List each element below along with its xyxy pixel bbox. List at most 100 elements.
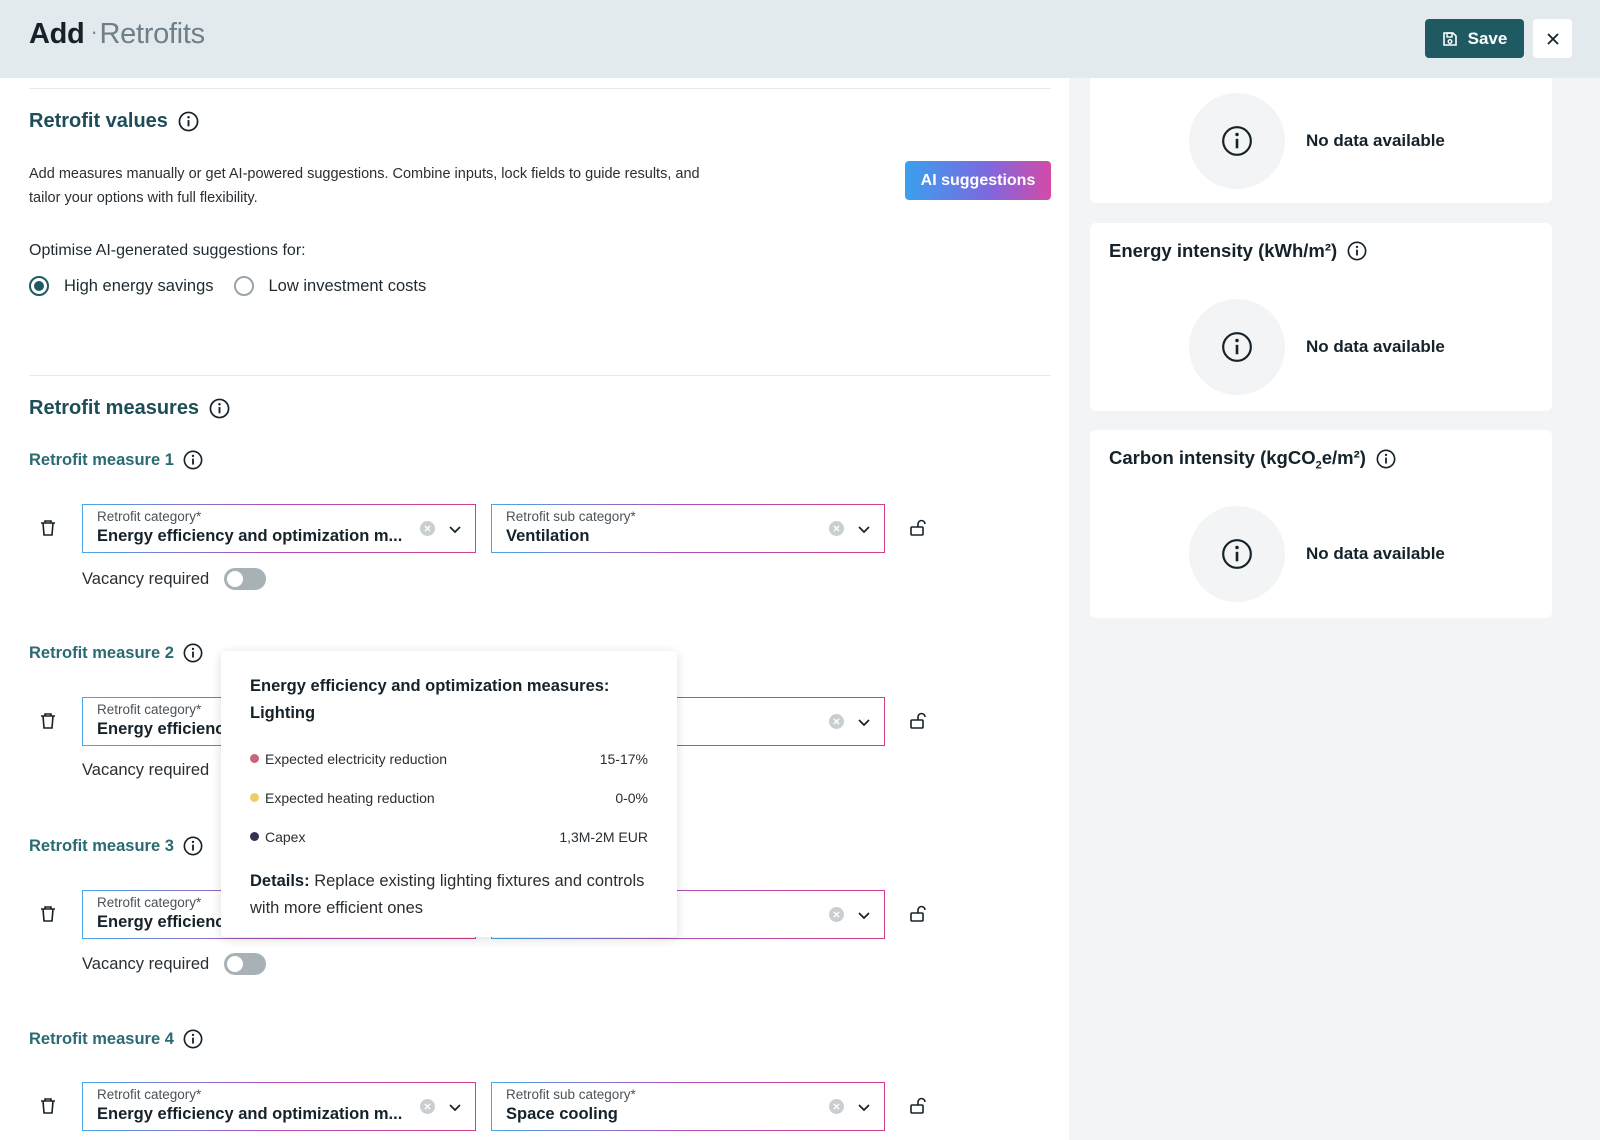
clear-icon[interactable] bbox=[829, 1099, 844, 1114]
radio-label-low-investment-costs: Low investment costs bbox=[268, 276, 427, 295]
info-icon[interactable] bbox=[178, 111, 199, 132]
field-value: Ventilation bbox=[506, 527, 590, 545]
tooltip-title: Energy efficiency and optimization measu… bbox=[250, 677, 610, 722]
field-label: Retrofit category* bbox=[97, 509, 202, 524]
vacancy-required-1: Vacancy required bbox=[82, 568, 267, 590]
unlock-icon[interactable] bbox=[909, 1097, 927, 1115]
optimise-options: High energy savings Low investment costs bbox=[29, 276, 446, 296]
vacancy-toggle-3[interactable] bbox=[224, 953, 267, 975]
info-icon[interactable] bbox=[183, 643, 203, 663]
title-part: e/m²) bbox=[1321, 447, 1366, 468]
measure-title-text: Retrofit measure 1 bbox=[29, 450, 174, 469]
chevron-down-icon[interactable] bbox=[857, 522, 871, 536]
tooltip-row-heating: Expected heating reduction 0-0% bbox=[250, 778, 648, 817]
vacancy-required-2: Vacancy required bbox=[82, 761, 209, 780]
retrofit-measures-title: Retrofit measures bbox=[29, 397, 230, 420]
measure-title-text: Retrofit measure 2 bbox=[29, 643, 174, 662]
retrofit-measures-title-text: Retrofit measures bbox=[29, 397, 200, 419]
no-data-circle bbox=[1189, 506, 1285, 602]
ai-suggestions-button[interactable]: AI suggestions bbox=[905, 161, 1051, 200]
tooltip-row-value: 0-0% bbox=[615, 789, 648, 806]
retrofit-values-title-text: Retrofit values bbox=[29, 110, 168, 132]
info-icon[interactable] bbox=[183, 1029, 203, 1049]
tooltip-details-text: Replace existing lighting fixtures and c… bbox=[250, 872, 645, 917]
vacancy-label: Vacancy required bbox=[82, 954, 210, 973]
page-title-main: Add bbox=[29, 18, 85, 50]
section-divider bbox=[29, 375, 1051, 376]
unlock-icon[interactable] bbox=[909, 712, 927, 730]
retrofit-measure-4-title: Retrofit measure 4 bbox=[29, 1029, 203, 1049]
title-subscript: 2 bbox=[1315, 459, 1322, 472]
vacancy-label: Vacancy required bbox=[82, 761, 210, 779]
trash-icon[interactable] bbox=[40, 519, 56, 537]
close-icon bbox=[1546, 32, 1559, 45]
field-label: Retrofit sub category* bbox=[506, 509, 636, 524]
no-data-text: No data available bbox=[1306, 131, 1445, 150]
tooltip-row-electricity: Expected electricity reduction 15-17% bbox=[250, 739, 648, 778]
measure-tooltip: Energy efficiency and optimization measu… bbox=[221, 651, 677, 937]
retrofit-category-field-1[interactable]: Retrofit category* Energy efficiency and… bbox=[82, 504, 476, 553]
trash-icon[interactable] bbox=[40, 1097, 56, 1115]
chevron-down-icon[interactable] bbox=[448, 522, 462, 536]
save-icon bbox=[1442, 31, 1457, 46]
page-title: Add ·Retrofits bbox=[29, 18, 205, 51]
field-label: Retrofit category* bbox=[97, 702, 202, 717]
info-icon[interactable] bbox=[209, 398, 230, 419]
info-icon[interactable] bbox=[183, 450, 203, 470]
retrofit-measure-3-title: Retrofit measure 3 bbox=[29, 836, 203, 856]
chevron-down-icon[interactable] bbox=[857, 1100, 871, 1114]
vacancy-required-3: Vacancy required bbox=[82, 953, 267, 975]
chevron-down-icon[interactable] bbox=[857, 715, 871, 729]
vacancy-label: Vacancy required bbox=[82, 569, 210, 588]
tooltip-row-label: Expected heating reduction bbox=[265, 789, 435, 806]
carbon-intensity-card: Carbon intensity (kgCO2e/m²) No data ava… bbox=[1090, 430, 1552, 618]
field-value: Energy efficienc bbox=[97, 913, 225, 931]
heating-dot bbox=[250, 793, 259, 802]
field-label: Retrofit category* bbox=[97, 1087, 202, 1102]
retrofit-sub-category-field-4[interactable]: Retrofit sub category* Space cooling bbox=[491, 1082, 885, 1131]
retrofit-measure-2-title: Retrofit measure 2 bbox=[29, 643, 203, 663]
capex-dot bbox=[250, 832, 259, 841]
chevron-down-icon[interactable] bbox=[857, 908, 871, 922]
clear-icon[interactable] bbox=[829, 521, 844, 536]
vacancy-toggle-1[interactable] bbox=[224, 568, 267, 590]
clear-icon[interactable] bbox=[420, 521, 435, 536]
trash-icon[interactable] bbox=[40, 905, 56, 923]
retrofit-values-title: Retrofit values bbox=[29, 110, 199, 133]
no-data-circle bbox=[1189, 299, 1285, 395]
radio-low-investment-costs[interactable] bbox=[233, 276, 254, 296]
clear-icon[interactable] bbox=[829, 714, 844, 729]
tooltip-details: Details: Replace existing lighting fixtu… bbox=[250, 868, 648, 922]
chevron-down-icon[interactable] bbox=[448, 1100, 462, 1114]
trash-icon[interactable] bbox=[40, 712, 56, 730]
field-value: Energy efficienc bbox=[97, 720, 225, 738]
info-icon bbox=[1222, 126, 1252, 156]
measure-title-text: Retrofit measure 3 bbox=[29, 836, 174, 855]
no-data-circle bbox=[1189, 93, 1285, 189]
save-button[interactable]: Save bbox=[1425, 19, 1524, 58]
unlock-icon[interactable] bbox=[909, 519, 927, 537]
clear-icon[interactable] bbox=[829, 907, 844, 922]
info-icon[interactable] bbox=[183, 836, 203, 856]
tooltip-row-value: 15-17% bbox=[599, 750, 648, 767]
retrofit-sub-category-field-1[interactable]: Retrofit sub category* Ventilation bbox=[491, 504, 885, 553]
retrofit-measure-1-title: Retrofit measure 1 bbox=[29, 450, 203, 470]
info-icon bbox=[1222, 332, 1252, 362]
field-value: Energy efficiency and optimization m... bbox=[97, 527, 403, 545]
clear-icon[interactable] bbox=[420, 1099, 435, 1114]
unlock-icon[interactable] bbox=[909, 905, 927, 923]
card-title-text: Energy intensity (kWh/m²) bbox=[1109, 240, 1338, 261]
field-value: Space cooling bbox=[506, 1105, 618, 1123]
carbon-intensity-title: Carbon intensity (kgCO2e/m²) bbox=[1109, 447, 1396, 472]
field-label: Retrofit category* bbox=[97, 895, 202, 910]
card-title-text: Carbon intensity (kgCO2e/m²) bbox=[1109, 447, 1366, 472]
no-data-block: No data available bbox=[1189, 299, 1445, 395]
info-icon[interactable] bbox=[1347, 241, 1367, 261]
tooltip-details-label: Details: bbox=[250, 872, 310, 890]
no-data-block: No data available bbox=[1189, 506, 1445, 602]
close-button[interactable] bbox=[1533, 19, 1572, 58]
info-icon[interactable] bbox=[1376, 449, 1396, 469]
retrofit-category-field-4[interactable]: Retrofit category* Energy efficiency and… bbox=[82, 1082, 476, 1131]
radio-high-energy-savings[interactable] bbox=[29, 276, 49, 296]
radio-label-high-energy-savings: High energy savings bbox=[64, 276, 214, 295]
